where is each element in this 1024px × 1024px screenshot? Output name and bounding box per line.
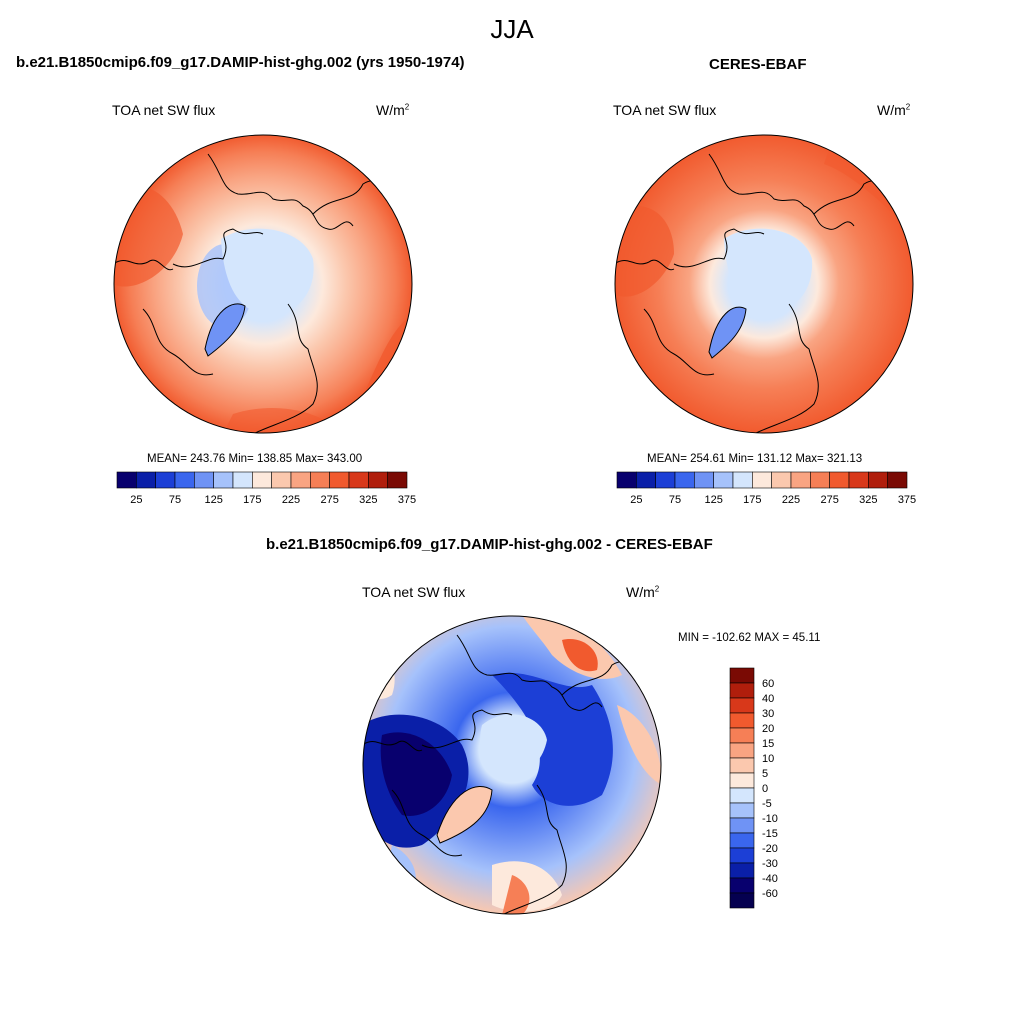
panel2-variable-label: TOA net SW flux (613, 102, 717, 118)
panel2-colorbar-box (810, 471, 830, 489)
panel3-colorbar-box (729, 877, 755, 894)
panel3-colorbar-tick-label: -20 (762, 843, 778, 855)
panel1-colorbar-tick-label: 325 (359, 494, 377, 506)
panel3-colorbar-box (729, 772, 755, 789)
panel3-colorbar-box (729, 697, 755, 714)
panel3-colorbar-box (729, 727, 755, 744)
panel2-colorbar-box (655, 471, 676, 489)
panel3-units-label: W/m2 (626, 584, 660, 600)
panel2-colorbar-tick-label: 275 (820, 494, 838, 506)
panel3-colorbar-tick-label: -15 (762, 828, 778, 840)
panel1-colorbar-tick-label: 275 (320, 494, 338, 506)
panel1-title: b.e21.B1850cmip6.f09_g17.DAMIP-hist-ghg.… (16, 54, 465, 71)
panel2-colorbar-tick-label: 25 (630, 494, 642, 506)
panel2-colorbar-box (636, 471, 656, 489)
panel1-polar-map (113, 134, 413, 434)
panel2-colorbar-box (732, 471, 753, 489)
panel3-stats: MIN = -102.62 MAX = 45.11 (678, 632, 821, 644)
panel2-colorbar-tick-label: 125 (704, 494, 722, 506)
panel2-colorbar-box (887, 471, 908, 489)
panel2-colorbar-box (868, 471, 888, 489)
panel2-colorbar-box (752, 471, 772, 489)
panel2-units-label: W/m2 (877, 102, 911, 118)
panel3-variable-label: TOA net SW flux (362, 584, 466, 600)
panel1-colorbar-box (232, 471, 253, 489)
panel1-colorbar-box (368, 471, 388, 489)
panel3-colorbar-box (729, 862, 755, 879)
panel3-colorbar-box (729, 802, 755, 819)
panel2-colorbar-box (713, 471, 734, 489)
panel1-colorbar-box (155, 471, 176, 489)
panel1-units-label: W/m2 (376, 102, 410, 118)
panel1-colorbar-box (329, 471, 350, 489)
panel1-colorbar-box (116, 471, 137, 489)
panel1-colorbar-tick-label: 225 (282, 494, 300, 506)
panel3-colorbar-box (729, 847, 755, 864)
panel3-colorbar-box (729, 667, 755, 684)
panel2-colorbar-tick-label: 325 (859, 494, 877, 506)
panel1-colorbar-box (194, 471, 214, 489)
panel1-colorbar-tick-label: 125 (204, 494, 222, 506)
panel3-colorbar-tick-label: 30 (762, 708, 774, 720)
panel2-colorbar-box (848, 471, 869, 489)
panel1-colorbar: 25 75 125 175 225 275 325 375 (116, 471, 416, 506)
panel2-colorbar-box (790, 471, 811, 489)
panel2-colorbar-tick-label: 75 (669, 494, 681, 506)
panel3-colorbar-box (729, 757, 755, 774)
panel3-colorbar-tick-label: -60 (762, 888, 778, 900)
panel2-title: CERES-EBAF (709, 56, 807, 73)
panel3-polar-map (362, 615, 662, 915)
panel1-colorbar-tick-label: 175 (243, 494, 261, 506)
panel3-colorbar-box (729, 787, 755, 804)
panel3-colorbar-tick-label: -5 (762, 798, 772, 810)
panel3-colorbar-box (729, 832, 755, 849)
panel3-colorbar-box (729, 682, 755, 699)
panel2-colorbar-box (771, 471, 792, 489)
panel3-colorbar-tick-label: 40 (762, 693, 774, 705)
panel3-colorbar-tick-label: 10 (762, 753, 774, 765)
panel2-colorbar-tick-label: 225 (782, 494, 800, 506)
panel2-colorbar-box (616, 471, 637, 489)
panel3-title: b.e21.B1850cmip6.f09_g17.DAMIP-hist-ghg.… (266, 536, 713, 553)
panel1-colorbar-box (213, 471, 234, 489)
panel2-polar-map (614, 134, 914, 434)
panel2-colorbar-box (829, 471, 850, 489)
season-title: JJA (490, 14, 534, 44)
panel1-colorbar-box (174, 471, 195, 489)
panel3-colorbar-tick-label: 5 (762, 768, 768, 780)
panel3-colorbar-box (729, 892, 755, 909)
panel3-colorbar-tick-label: 60 (762, 678, 774, 690)
panel3-colorbar: 60 40 30 20 15 10 5 0 -5 -10 -15 -20 -30 -40 -60 (729, 667, 778, 909)
panel1-colorbar-box (271, 471, 292, 489)
panel1-variable-label: TOA net SW flux (112, 102, 216, 118)
panel1-colorbar-box (348, 471, 369, 489)
panel2-stats: MEAN= 254.61 Min= 131.12 Max= 321.13 (647, 453, 863, 465)
panel1-colorbar-box (252, 471, 272, 489)
panel1-colorbar-box (136, 471, 156, 489)
panel2-colorbar-tick-label: 175 (743, 494, 761, 506)
panel2-colorbar-box (694, 471, 714, 489)
panel1-colorbar-box (290, 471, 311, 489)
panel3-colorbar-box (729, 742, 755, 759)
panel3-colorbar-box (729, 817, 755, 834)
panel3-colorbar-tick-label: 20 (762, 723, 774, 735)
panel1-colorbar-tick-label: 75 (169, 494, 181, 506)
panel1-colorbar-box (310, 471, 330, 489)
panel2-colorbar-tick-label: 375 (898, 494, 916, 506)
panel3-colorbar-tick-label: -40 (762, 873, 778, 885)
panel3-colorbar-tick-label: -30 (762, 858, 778, 870)
panel3-colorbar-box (729, 712, 755, 729)
panel1-stats: MEAN= 243.76 Min= 138.85 Max= 343.00 (147, 453, 363, 465)
panel1-colorbar-tick-label: 375 (398, 494, 416, 506)
panel2-colorbar-box (674, 471, 695, 489)
panel1-colorbar-tick-label: 25 (130, 494, 142, 506)
panel2-colorbar: 25 75 125 175 225 275 325 375 (616, 471, 916, 506)
panel1-colorbar-box (387, 471, 408, 489)
panel3-colorbar-tick-label: 15 (762, 738, 774, 750)
panel3-colorbar-tick-label: 0 (762, 783, 768, 795)
panel3-colorbar-tick-label: -10 (762, 813, 778, 825)
